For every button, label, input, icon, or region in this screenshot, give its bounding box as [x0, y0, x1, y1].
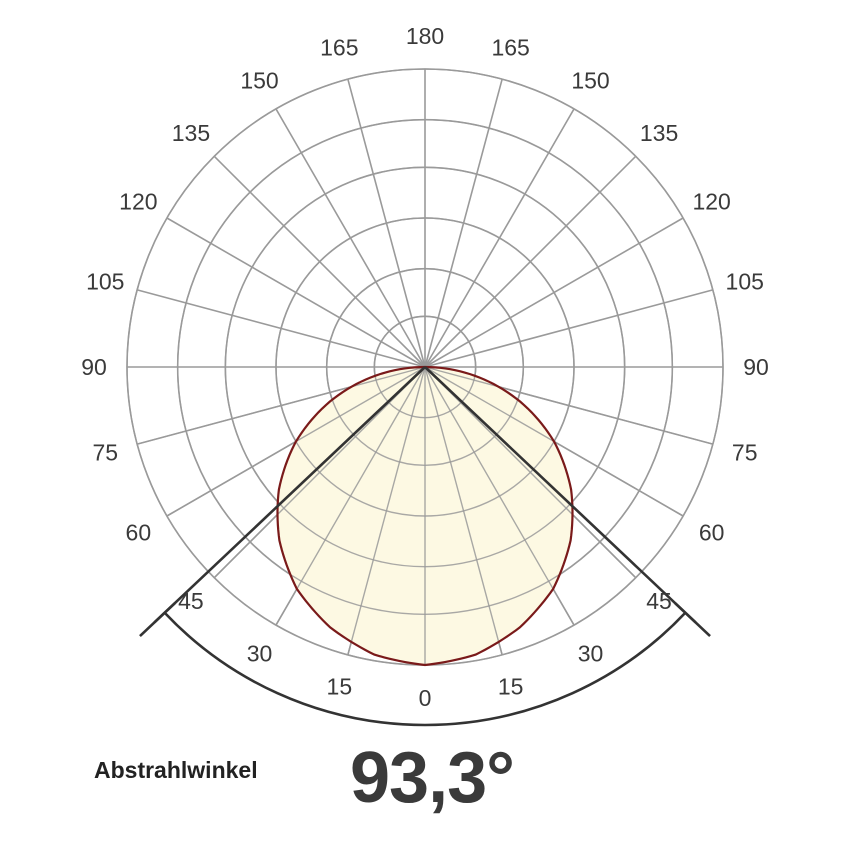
- tick-label-right-30: 30: [578, 641, 604, 667]
- grid-overlay: [126, 68, 724, 666]
- tick-label-left-165: 165: [320, 34, 358, 60]
- grid-spoke-overlay: [136, 366, 426, 445]
- beam-angle-value: 93,3°: [350, 738, 515, 818]
- tick-label-left-120: 120: [119, 189, 157, 215]
- tick-label-right-105: 105: [726, 268, 764, 294]
- angle-tick-labels: 0 15 30 45 60 75 90 105 120 135 150 165 180 15 30 45 60 7…: [81, 23, 769, 711]
- tick-label-right-120: 120: [692, 189, 730, 215]
- grid-spoke-overlay: [424, 366, 503, 656]
- tick-label-left-150: 150: [240, 67, 278, 93]
- beam-angle-label: Abstrahlwinkel: [94, 757, 258, 783]
- beam-cap-left: [153, 602, 176, 624]
- grid-spoke-overlay: [424, 366, 637, 579]
- tick-label-left-135: 135: [172, 120, 210, 146]
- tick-label-left-45: 45: [178, 588, 204, 614]
- tick-label-right-75: 75: [732, 440, 758, 466]
- tick-label-right-150: 150: [571, 67, 609, 93]
- tick-label-left-105: 105: [86, 268, 124, 294]
- tick-label-right-60: 60: [699, 520, 725, 546]
- beam-line-left: [139, 366, 426, 638]
- beam-angle-layer: [139, 366, 711, 727]
- grid-spoke-overlay: [275, 366, 426, 626]
- intensity-curve-outline: [276, 365, 574, 667]
- tick-label-left-180: 180: [406, 23, 444, 49]
- grid-spoke-overlay: [213, 366, 426, 579]
- tick-label-right-165: 165: [491, 34, 529, 60]
- tick-label-left-90: 90: [81, 354, 107, 380]
- tick-label-left-15: 15: [327, 674, 353, 700]
- tick-label-left-60: 60: [126, 520, 152, 546]
- tick-label-left-75: 75: [92, 440, 118, 466]
- tick-label-left-30: 30: [247, 641, 273, 667]
- intensity-curve-layer: [126, 68, 724, 667]
- beam-arc: [163, 611, 687, 727]
- tick-label-right-15: 15: [498, 674, 524, 700]
- beam-cap-right: [674, 602, 697, 624]
- beam-line-right: [424, 366, 711, 638]
- tick-label-right-45: 45: [646, 588, 672, 614]
- grid-spoke-overlay: [347, 366, 426, 656]
- tick-label-left-0: 0: [419, 685, 432, 711]
- grid-spoke-overlay: [424, 366, 575, 626]
- grid-spoke-overlay: [424, 366, 714, 445]
- tick-label-right-90: 90: [743, 354, 769, 380]
- tick-label-right-135: 135: [640, 120, 678, 146]
